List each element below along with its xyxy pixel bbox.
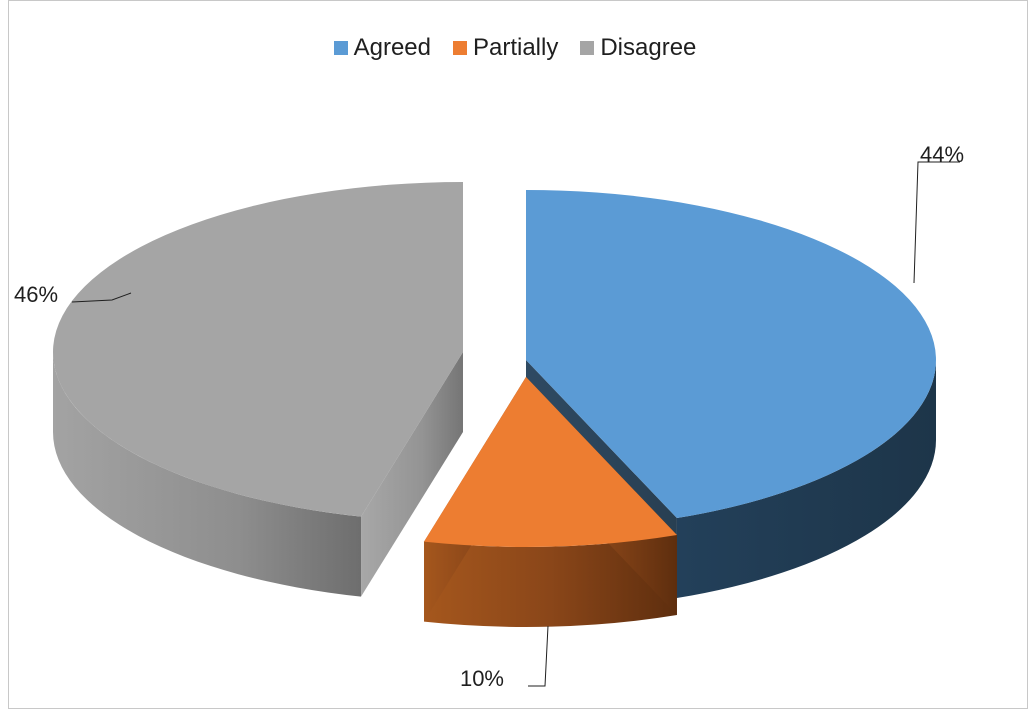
legend-item-agreed: Agreed <box>333 34 431 62</box>
slice-top-2 <box>52 182 463 517</box>
slice-side-2 <box>53 352 362 597</box>
slice-side-0 <box>676 360 936 599</box>
pie-slice-disagree <box>52 182 463 597</box>
legend-label-partially: Partially <box>472 34 559 61</box>
pie-slice-partially <box>424 377 677 627</box>
legend-label-disagree: Disagree <box>600 34 697 61</box>
legend: Agreed Partially Disagree <box>0 34 1030 62</box>
data-label-disagree: 46% <box>14 282 58 307</box>
legend-item-disagree: Disagree <box>580 34 696 62</box>
legend-swatch-partially <box>452 41 467 55</box>
legend-swatch-disagree <box>580 41 595 55</box>
leader-line-2 <box>71 292 132 303</box>
leader-line-0 <box>913 161 960 284</box>
legend-item-partially: Partially <box>452 34 559 62</box>
data-label-agreed: 44% <box>920 142 964 167</box>
leader-line-1 <box>528 625 549 687</box>
slice-side-1 <box>424 535 677 627</box>
legend-swatch-agreed <box>333 41 348 55</box>
slice-top-1 <box>424 377 677 548</box>
slice-cut-2-0 <box>361 352 463 597</box>
data-label-partially: 10% <box>460 666 504 691</box>
slice-top-0 <box>526 190 937 519</box>
legend-label-agreed: Agreed <box>353 34 431 61</box>
